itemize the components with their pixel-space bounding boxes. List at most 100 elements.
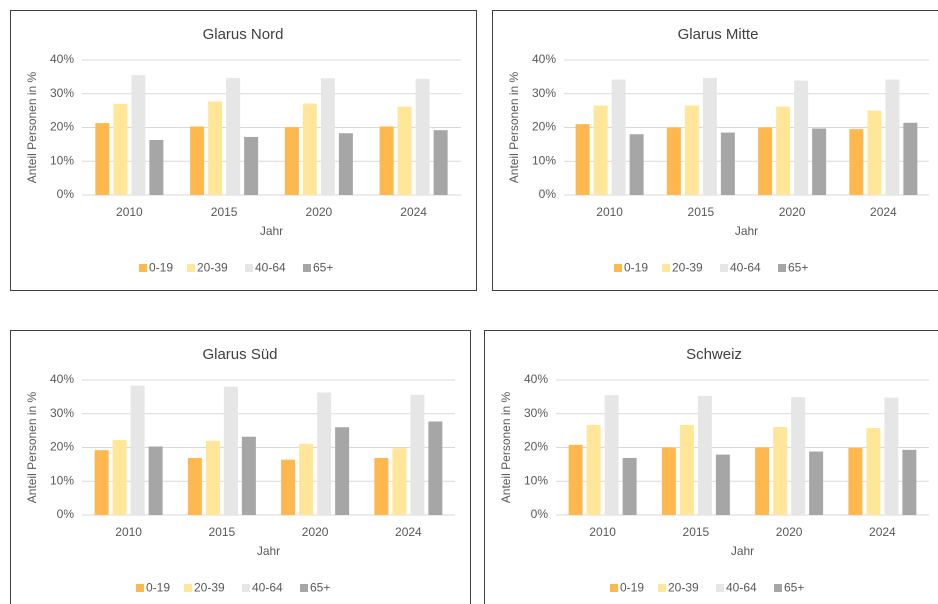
legend-swatch — [662, 264, 670, 272]
bar — [902, 449, 917, 515]
legend-label: 0-19 — [149, 261, 173, 275]
legend-label: 40-64 — [255, 261, 286, 275]
bar — [149, 139, 164, 195]
bar — [223, 386, 238, 515]
y-tick-label: 20% — [50, 120, 74, 134]
bar — [205, 440, 220, 515]
y-axis-label: Anteil Personen in % — [25, 391, 39, 503]
bar — [604, 395, 619, 515]
bar — [392, 448, 407, 515]
legend-swatch — [303, 264, 311, 272]
x-tick-label: 2015 — [211, 205, 238, 219]
y-tick-label: 20% — [524, 440, 548, 454]
bar — [410, 394, 425, 515]
chart-panel: Glarus Mitte 0% 10% 20% 30% 40% Anteil Persone… — [492, 10, 938, 291]
legend-swatch — [184, 584, 192, 592]
x-tick-label: 2010 — [589, 525, 616, 539]
bar — [568, 444, 583, 515]
bar — [661, 447, 676, 515]
bar — [130, 385, 145, 515]
legend-swatch — [614, 264, 622, 272]
bar — [776, 106, 791, 195]
x-tick-label: 2020 — [776, 525, 803, 539]
bar — [428, 421, 443, 515]
bar — [208, 101, 223, 195]
legend-label: 65+ — [313, 261, 333, 275]
bar — [812, 128, 827, 195]
y-tick-label: 10% — [50, 473, 74, 487]
chart-title: Glarus Mitte — [678, 26, 759, 43]
x-tick-label: 2010 — [116, 205, 143, 219]
bar — [299, 443, 314, 515]
legend-swatch — [139, 264, 147, 272]
bar — [666, 127, 681, 195]
bar — [320, 78, 335, 195]
bar — [586, 424, 601, 515]
y-tick-label: 0% — [531, 507, 549, 521]
bar — [622, 457, 637, 515]
bar — [697, 395, 712, 515]
legend-label: 65+ — [788, 261, 808, 275]
legend-label: 65+ — [310, 581, 330, 595]
chart-panel: Schweiz 0% 10% 20% 30% 40% Anteil Personen in … — [484, 330, 938, 604]
x-axis-label: Jahr — [257, 544, 280, 558]
bar — [112, 440, 127, 515]
bar — [302, 103, 317, 195]
bar — [903, 122, 918, 195]
bar — [791, 397, 806, 515]
x-tick-label: 2015 — [209, 525, 236, 539]
bar — [720, 132, 735, 195]
legend-label: 0-19 — [146, 581, 170, 595]
x-tick-label: 2010 — [115, 525, 142, 539]
bar — [415, 78, 430, 195]
x-tick-label: 2020 — [306, 205, 333, 219]
y-tick-label: 10% — [50, 153, 74, 167]
bar — [335, 427, 350, 515]
y-tick-label: 0% — [57, 507, 75, 521]
y-tick-label: 0% — [539, 187, 557, 201]
legend-label: 20-39 — [668, 581, 699, 595]
bar — [187, 457, 202, 515]
chart-title: Glarus Süd — [202, 346, 277, 363]
bar — [284, 127, 299, 195]
legend-label: 0-19 — [620, 581, 644, 595]
bar — [684, 105, 699, 195]
bar — [338, 133, 353, 195]
y-tick-label: 30% — [524, 406, 548, 420]
y-axis-label: Anteil Personen in % — [499, 391, 513, 503]
y-tick-label: 20% — [50, 440, 74, 454]
legend-label: 20-39 — [194, 581, 225, 595]
bar — [794, 80, 809, 195]
bar — [715, 454, 730, 515]
legend-label: 40-64 — [730, 261, 761, 275]
bar — [379, 126, 394, 195]
x-tick-label: 2024 — [400, 205, 427, 219]
bar — [113, 103, 128, 195]
bar — [867, 110, 882, 195]
x-tick-label: 2020 — [302, 525, 329, 539]
y-tick-label: 0% — [57, 187, 75, 201]
y-tick-label: 30% — [532, 86, 556, 100]
chart-panel: Glarus Süd 0% 10% 20% 30% 40% Anteil Personen … — [10, 330, 471, 604]
legend-swatch — [658, 584, 666, 592]
bar — [629, 134, 644, 195]
chart-title: Glarus Nord — [203, 26, 284, 43]
y-tick-label: 20% — [532, 120, 556, 134]
bar — [773, 426, 788, 515]
x-axis-label: Jahr — [260, 224, 283, 238]
bar — [809, 451, 824, 515]
bar — [611, 79, 626, 195]
legend-swatch — [720, 264, 728, 272]
x-tick-label: 2024 — [869, 525, 896, 539]
bar — [281, 459, 296, 515]
y-tick-label: 40% — [532, 52, 556, 66]
bar — [244, 136, 259, 195]
bar — [131, 75, 146, 195]
bar — [884, 397, 899, 515]
y-tick-label: 40% — [50, 52, 74, 66]
legend-swatch — [187, 264, 195, 272]
chart-title: Schweiz — [686, 346, 742, 363]
x-axis-label: Jahr — [731, 544, 754, 558]
